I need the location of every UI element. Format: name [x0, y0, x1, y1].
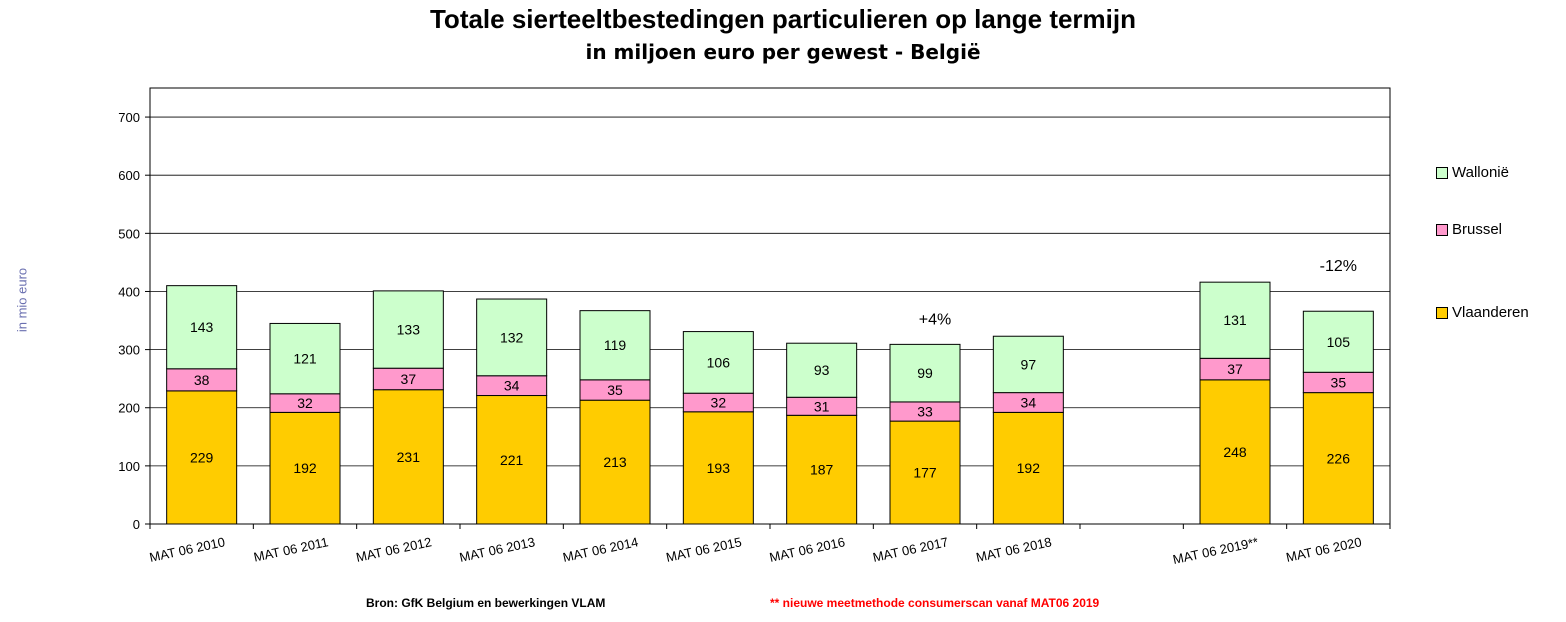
x-tick-label: MAT 06 2015 [665, 534, 743, 565]
data-label: 133 [397, 322, 421, 338]
legend-label-vlaanderen: Vlaanderen [1452, 304, 1529, 321]
x-tick-label: MAT 06 2011 [252, 534, 329, 564]
bar-vlaanderen-3 [476, 395, 548, 525]
data-label: 97 [1021, 356, 1037, 372]
data-label: 93 [814, 362, 830, 378]
data-label: 38 [194, 372, 210, 388]
x-tick-label: MAT 06 2012 [355, 534, 433, 565]
data-label: 131 [1223, 312, 1247, 328]
bar-vlaanderen-11 [1302, 392, 1374, 525]
legend-item-vlaanderen: Vlaanderen [1436, 304, 1529, 321]
chart-subtitle: in miljoen euro per gewest - België [585, 40, 981, 64]
data-label: 37 [1227, 361, 1243, 377]
data-label: 226 [1327, 450, 1351, 466]
x-tick-label: MAT 06 2019** [1171, 534, 1259, 567]
legend-label-wallonie: Wallonië [1452, 164, 1509, 181]
x-tick-label: MAT 06 2018 [975, 534, 1053, 565]
bar-walloni-2 [372, 290, 444, 369]
bar-vlaanderen-5 [682, 411, 754, 525]
data-label: 37 [401, 371, 417, 387]
bar-walloni-1 [269, 322, 341, 395]
bar-vlaanderen-8 [992, 411, 1064, 525]
data-label: 143 [190, 319, 214, 335]
data-label: 193 [707, 460, 731, 476]
bar-walloni-7 [889, 343, 961, 403]
bar-walloni-5 [682, 331, 754, 394]
data-label: 221 [500, 452, 524, 468]
bar-vlaanderen-6 [786, 414, 858, 525]
x-tick-label: MAT 06 2010 [148, 534, 226, 565]
data-label: 177 [913, 465, 937, 481]
bar-vlaanderen-2 [372, 389, 444, 525]
bar-walloni-3 [476, 298, 548, 377]
legend-swatch-wallonie [1436, 166, 1448, 179]
bar-walloni-10 [1199, 281, 1271, 359]
bar-vlaanderen-7 [889, 420, 961, 525]
data-label: 121 [293, 351, 317, 367]
y-tick-label: 0 [133, 517, 140, 532]
data-label: 99 [917, 365, 933, 381]
bar-walloni-6 [786, 342, 858, 398]
y-tick-label: 200 [118, 401, 140, 416]
method-note: ** nieuwe meetmethode consumerscan vanaf… [770, 596, 1100, 610]
data-label: 132 [500, 329, 524, 345]
data-label: 187 [810, 462, 834, 478]
data-label: 248 [1223, 444, 1247, 460]
data-label: 192 [1017, 460, 1041, 476]
data-label: 213 [603, 454, 627, 470]
plot-area [149, 87, 1391, 525]
data-label: 229 [190, 449, 214, 465]
bar-walloni-8 [992, 335, 1064, 394]
y-tick-label: 500 [118, 226, 140, 241]
legend-swatch-brussel [1436, 223, 1448, 236]
y-tick-label: 300 [118, 343, 140, 358]
x-tick-label: MAT 06 2016 [768, 534, 846, 565]
annotation-label: +4% [919, 311, 951, 328]
data-label: 35 [1331, 374, 1347, 390]
bar-vlaanderen-4 [579, 399, 651, 525]
data-label: 231 [397, 449, 421, 465]
legend-item-brussel: Brussel [1436, 221, 1502, 238]
data-label: 35 [607, 382, 623, 398]
data-label: 34 [504, 378, 520, 394]
bar-vlaanderen-1 [269, 411, 341, 525]
data-label: 192 [293, 460, 317, 476]
data-label: 32 [711, 395, 727, 411]
data-label: 33 [917, 404, 933, 420]
data-label: 32 [297, 395, 313, 411]
data-label: 119 [604, 337, 627, 353]
legend-swatch-vlaanderen [1436, 306, 1448, 319]
bar-walloni-4 [579, 310, 651, 381]
source-note: Bron: GfK Belgium en bewerkingen VLAM [366, 596, 606, 610]
x-tick-label: MAT 06 2013 [458, 534, 536, 565]
annotation-label: -12% [1320, 258, 1357, 275]
data-label: 31 [814, 398, 830, 414]
x-tick-label: MAT 06 2017 [871, 534, 949, 565]
y-tick-label: 600 [118, 168, 140, 183]
bar-vlaanderen-0 [166, 390, 238, 525]
bar-walloni-11 [1302, 310, 1374, 373]
y-tick-label: 700 [118, 110, 140, 125]
data-label: 106 [707, 354, 731, 370]
x-tick-label: MAT 06 2020 [1285, 534, 1363, 565]
y-tick-label: 400 [118, 284, 140, 299]
chart-title: Totale sierteeltbestedingen particuliere… [429, 4, 1136, 34]
bar-walloni-0 [166, 285, 238, 370]
x-tick-label: MAT 06 2014 [561, 534, 639, 565]
data-label: 34 [1021, 395, 1037, 411]
legend-label-brussel: Brussel [1452, 221, 1503, 238]
legend-item-wallonie: Wallonië [1436, 164, 1509, 181]
y-tick-label: 100 [118, 459, 140, 474]
data-label: 105 [1327, 334, 1351, 350]
